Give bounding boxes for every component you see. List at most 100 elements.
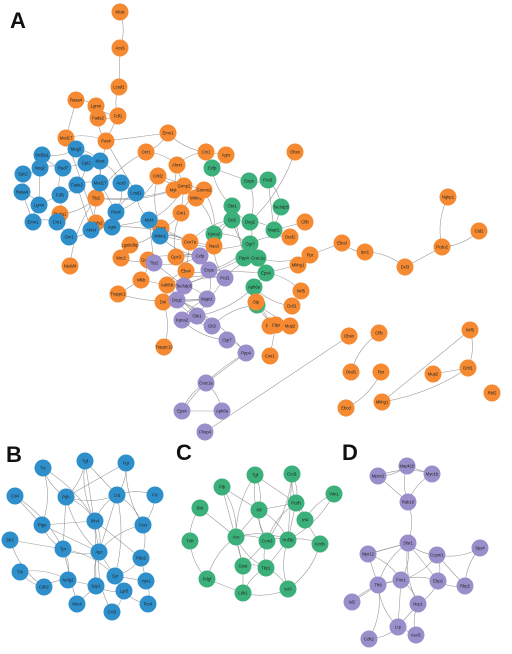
panel-a-node: Nrf5: [461, 321, 479, 339]
panel-a-node: Crac1a: [249, 249, 267, 267]
panel-d-node: Ebp2: [429, 572, 447, 590]
panel-c-node: Acs: [227, 528, 245, 546]
panel-a-node: Rasa4: [13, 183, 31, 201]
panel-a-node-label: Ndufs2: [89, 221, 103, 226]
panel-a-node: Mapt1: [198, 290, 216, 308]
panel-c-node-circle: [283, 465, 301, 483]
panel-a-node-circle: [109, 285, 127, 303]
panel-b-node-circle: [54, 540, 72, 558]
panel-a-node: Nrf5: [292, 282, 310, 300]
panel-a-node-label: Rad7: [58, 166, 69, 171]
panel-a-node-circle: [91, 174, 109, 192]
panel-a-node: Myl4: [140, 211, 158, 229]
panel-a-node-label: Gmmn2: [197, 188, 213, 193]
panel-a-node-circle: [461, 321, 479, 339]
panel-a-node: Fads2: [68, 176, 86, 194]
panel-a-node-circle: [145, 254, 163, 272]
panel-a-node: Ahnrt: [168, 156, 186, 174]
panel-b-node: Hpr1: [137, 572, 155, 590]
panel-a-node-circle: [57, 129, 75, 147]
panel-d-node-label: Mpsn2: [372, 474, 385, 479]
panel-a-node-circle: [198, 290, 216, 308]
panel-a-node: Dog2: [168, 291, 186, 309]
panel-d-node-circle: [369, 576, 387, 594]
panel-a-node-circle: [301, 246, 319, 264]
panel-a-node-label: Lcsd1: [113, 85, 125, 90]
panel-d-node: Mapk10: [398, 457, 416, 475]
panel-b-node-label: Syt: [112, 574, 119, 579]
panel-a-node-circle: [137, 143, 155, 161]
panel-a-node: Enps: [200, 261, 218, 279]
panel-a-node: Gpc3: [167, 248, 185, 266]
panel-a-node: Pcdo2: [433, 238, 451, 256]
panel-a-node: Nog2: [31, 159, 49, 177]
panel-a-node-circle: [196, 423, 214, 441]
panel-a-node-circle: [158, 276, 176, 294]
panel-a-node-label: Obsn: [344, 334, 355, 339]
panel-a-node-label: Gpc3: [171, 255, 182, 260]
panel-a-node: Aph6a: [245, 278, 263, 296]
panel-a-edge: [381, 367, 469, 403]
panel-a-node: Ahnrt: [82, 221, 100, 239]
panel-a-node-circle: [213, 402, 231, 420]
panel-a-node: Ctd2: [470, 222, 488, 240]
panel-d-node: Fmr1: [392, 571, 410, 589]
panel-c-node-label: Gnst: [239, 564, 249, 569]
panel-a-node-circle: [33, 146, 51, 164]
panel-b-edges: [9, 460, 156, 613]
panel-d-node-circle: [407, 626, 425, 644]
panel-a-node-label: Mrc2: [116, 256, 126, 261]
panel-a-node-label: Grmp2: [178, 184, 191, 189]
panel-a-node-label: Cxfp: [208, 166, 217, 171]
panel-a-node: Pcd1: [259, 171, 277, 189]
panel-a-node-label: Oraf1: [285, 235, 296, 240]
panel-b-node: Cd4: [6, 487, 24, 505]
panel-a-node-label: Fads2: [92, 116, 104, 121]
panel-a-node-label: Cwr1: [265, 354, 275, 359]
panel-c-node-circle: [198, 570, 216, 588]
panel-a-node-label: Ngkp1: [442, 195, 455, 200]
panel-a-node-label: Clpx: [272, 323, 281, 328]
panel-d-node-circle: [369, 467, 387, 485]
panel-a-node-circle: [257, 264, 275, 282]
panel-b-node-circle: [115, 582, 133, 600]
panel-d-node-circle: [398, 457, 416, 475]
panel-a-node-label: Rbf2: [488, 391, 498, 396]
panel-a-node: Mkhg1: [373, 393, 391, 411]
panel-d-node-label: Ebp2: [433, 579, 443, 584]
panel-b-node: Sfr2: [1, 531, 19, 549]
panel-a-node-label: Ahnrt: [172, 163, 183, 168]
panel-a-node-label: Pos4: [111, 210, 121, 215]
panel-c-node: Ldh1: [234, 584, 252, 602]
panel-a-node-circle: [109, 107, 127, 125]
panel-a-node-label: Ogr7: [222, 338, 232, 343]
panel-d-node-circle: [359, 545, 377, 563]
panel-a-node-label: Ebv4: [181, 269, 191, 274]
panel-a-node-circle: [218, 331, 236, 349]
panel-d-node: Rbp2: [456, 577, 474, 595]
panel-b-node-label: Pcr4: [144, 602, 153, 607]
panel-d-node-circle: [409, 595, 427, 613]
panel-d-node-circle: [471, 539, 489, 557]
panel-b-edge: [84, 460, 100, 553]
panel-d-node-label: Ccpm1: [430, 553, 444, 558]
panel-c-node-label: Nfi: [256, 508, 261, 513]
panel-a-node-circle: [97, 132, 115, 150]
panel-a-node-circle: [281, 317, 299, 335]
panel-b-node: Tic: [34, 459, 52, 477]
panel-a-node-label: Eps4: [261, 271, 271, 276]
panel-a-node-circle: [151, 227, 169, 245]
panel-a-node: Fdf1: [51, 186, 69, 204]
panel-a-edge: [208, 269, 267, 274]
panel-a-node-circle: [30, 196, 48, 214]
panel-a-node-label: Myl4: [170, 188, 180, 193]
panel-a-node: Mup2: [281, 317, 299, 335]
panel-c-node: Tkp1: [257, 559, 275, 577]
panel-b-node: Ncfg2: [59, 571, 77, 589]
panel-b-node-label: Syp1: [91, 584, 101, 589]
panel-c-node-circle: [191, 499, 209, 517]
panel-c-node-label: Vim1: [329, 492, 339, 497]
panel-a-node-label: Crac1a: [199, 381, 213, 386]
panel-a-node-circle: [459, 359, 477, 377]
panel-a-node: Cxfp: [203, 159, 221, 177]
